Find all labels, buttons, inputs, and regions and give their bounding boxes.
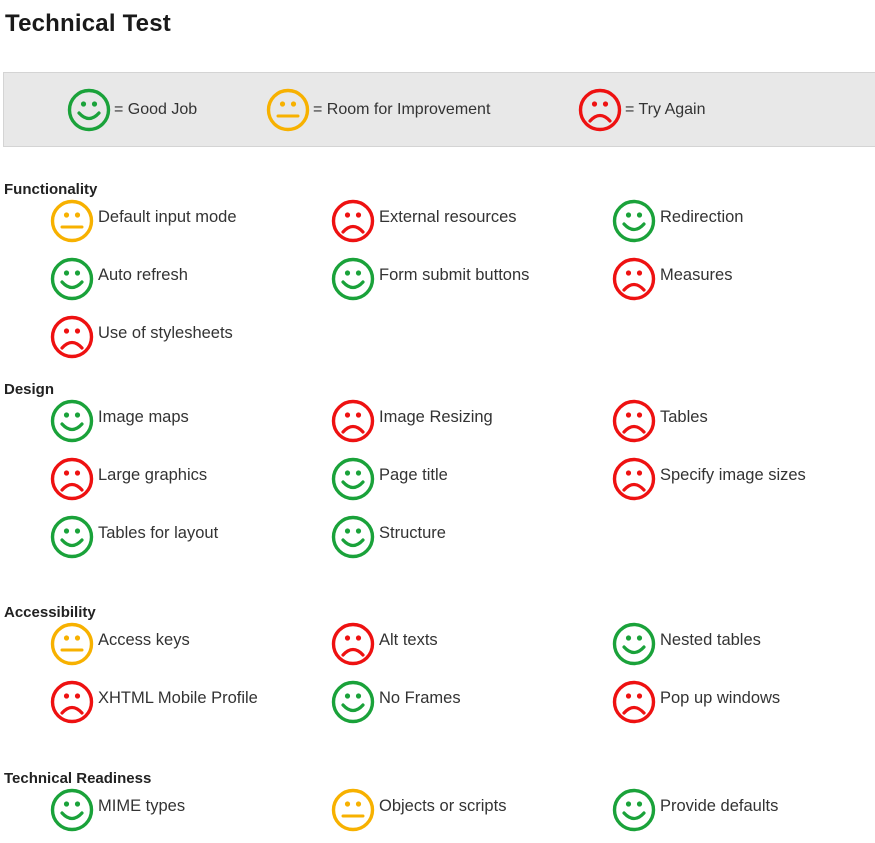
check-item: Objects or scripts — [331, 788, 506, 832]
check-item: Form submit buttons — [331, 257, 529, 301]
check-item-label: Nested tables — [660, 630, 761, 649]
check-item-label: Provide defaults — [660, 796, 779, 815]
check-item-label: Structure — [379, 523, 446, 542]
check-item: Tables for layout — [50, 515, 218, 559]
smiley-sad-icon — [612, 399, 656, 443]
section-heading-functionality: Functionality — [4, 181, 98, 198]
check-item: Use of stylesheets — [50, 315, 233, 359]
smiley-sad-icon — [50, 680, 94, 724]
check-item: Image maps — [50, 399, 189, 443]
check-item: External resources — [331, 199, 517, 243]
check-item-label: Tables for layout — [98, 523, 219, 542]
check-item: Specify image sizes — [612, 457, 806, 501]
page-title: Technical Test — [5, 10, 171, 37]
smiley-happy-icon — [331, 257, 375, 301]
smiley-neutral-icon — [331, 788, 375, 832]
check-item-label: Page title — [379, 465, 448, 484]
smiley-happy-icon — [612, 788, 656, 832]
section-heading-design: Design — [4, 381, 55, 398]
check-item-label: Large graphics — [98, 465, 208, 484]
smiley-happy-icon — [67, 88, 111, 132]
check-item: Page title — [331, 457, 448, 501]
check-item-label: Access keys — [98, 630, 190, 649]
check-item-label: Objects or scripts — [379, 796, 507, 815]
legend-label: = Room for Improvement — [313, 101, 491, 118]
check-item-label: Form submit buttons — [379, 265, 530, 284]
check-item: No Frames — [331, 680, 461, 724]
smiley-sad-icon — [50, 457, 94, 501]
section-heading-accessibility: Accessibility — [4, 604, 96, 621]
smiley-sad-icon — [331, 199, 375, 243]
smiley-sad-icon — [578, 88, 622, 132]
check-item: Alt texts — [331, 622, 438, 666]
check-item-label: Alt texts — [379, 630, 438, 649]
smiley-sad-icon — [331, 399, 375, 443]
legend-label: = Good Job — [114, 101, 198, 118]
check-item: Image Resizing — [331, 399, 493, 443]
smiley-happy-icon — [331, 515, 375, 559]
smiley-sad-icon — [331, 622, 375, 666]
smiley-neutral-icon — [266, 88, 310, 132]
check-item-label: Image maps — [98, 407, 189, 426]
legend-good-job: = Good Job — [67, 88, 197, 132]
check-item-label: MIME types — [98, 796, 186, 815]
check-item: XHTML Mobile Profile — [50, 680, 258, 724]
legend-room-for-improvement: = Room for Improvement — [266, 88, 490, 132]
check-item: Nested tables — [612, 622, 761, 666]
smiley-neutral-icon — [50, 622, 94, 666]
check-item-label: Specify image sizes — [660, 465, 806, 484]
check-item: Access keys — [50, 622, 190, 666]
check-item: Pop up windows — [612, 680, 780, 724]
smiley-sad-icon — [612, 680, 656, 724]
check-item: Redirection — [612, 199, 743, 243]
check-item: Large graphics — [50, 457, 207, 501]
smiley-happy-icon — [612, 622, 656, 666]
smiley-sad-icon — [50, 315, 94, 359]
smiley-neutral-icon — [50, 199, 94, 243]
legend-try-again: = Try Again — [578, 88, 706, 132]
smiley-happy-icon — [331, 457, 375, 501]
check-item-label: Auto refresh — [98, 265, 188, 284]
check-item: Default input mode — [50, 199, 237, 243]
check-item: Provide defaults — [612, 788, 778, 832]
smiley-sad-icon — [612, 257, 656, 301]
check-item-label: Redirection — [660, 207, 744, 226]
smiley-happy-icon — [50, 515, 94, 559]
check-item-label: Tables — [660, 407, 708, 426]
check-item: Auto refresh — [50, 257, 188, 301]
check-item: Structure — [331, 515, 446, 559]
check-item-label: No Frames — [379, 688, 461, 707]
check-item: Measures — [612, 257, 732, 301]
check-item-label: Measures — [660, 265, 733, 284]
check-item: Tables — [612, 399, 708, 443]
check-item-label: Use of stylesheets — [98, 323, 233, 342]
check-item: MIME types — [50, 788, 185, 832]
legend-panel: = Good Job = Room for Improvement = Try … — [3, 72, 875, 147]
check-item-label: Image Resizing — [379, 407, 493, 426]
check-item-label: XHTML Mobile Profile — [98, 688, 258, 707]
smiley-happy-icon — [331, 680, 375, 724]
smiley-happy-icon — [50, 788, 94, 832]
section-heading-technical-readiness: Technical Readiness — [4, 770, 152, 787]
check-item-label: Pop up windows — [660, 688, 781, 707]
smiley-sad-icon — [612, 457, 656, 501]
check-item-label: Default input mode — [98, 207, 237, 226]
smiley-happy-icon — [50, 257, 94, 301]
smiley-happy-icon — [612, 199, 656, 243]
smiley-happy-icon — [50, 399, 94, 443]
legend-label: = Try Again — [625, 101, 706, 118]
check-item-label: External resources — [379, 207, 517, 226]
